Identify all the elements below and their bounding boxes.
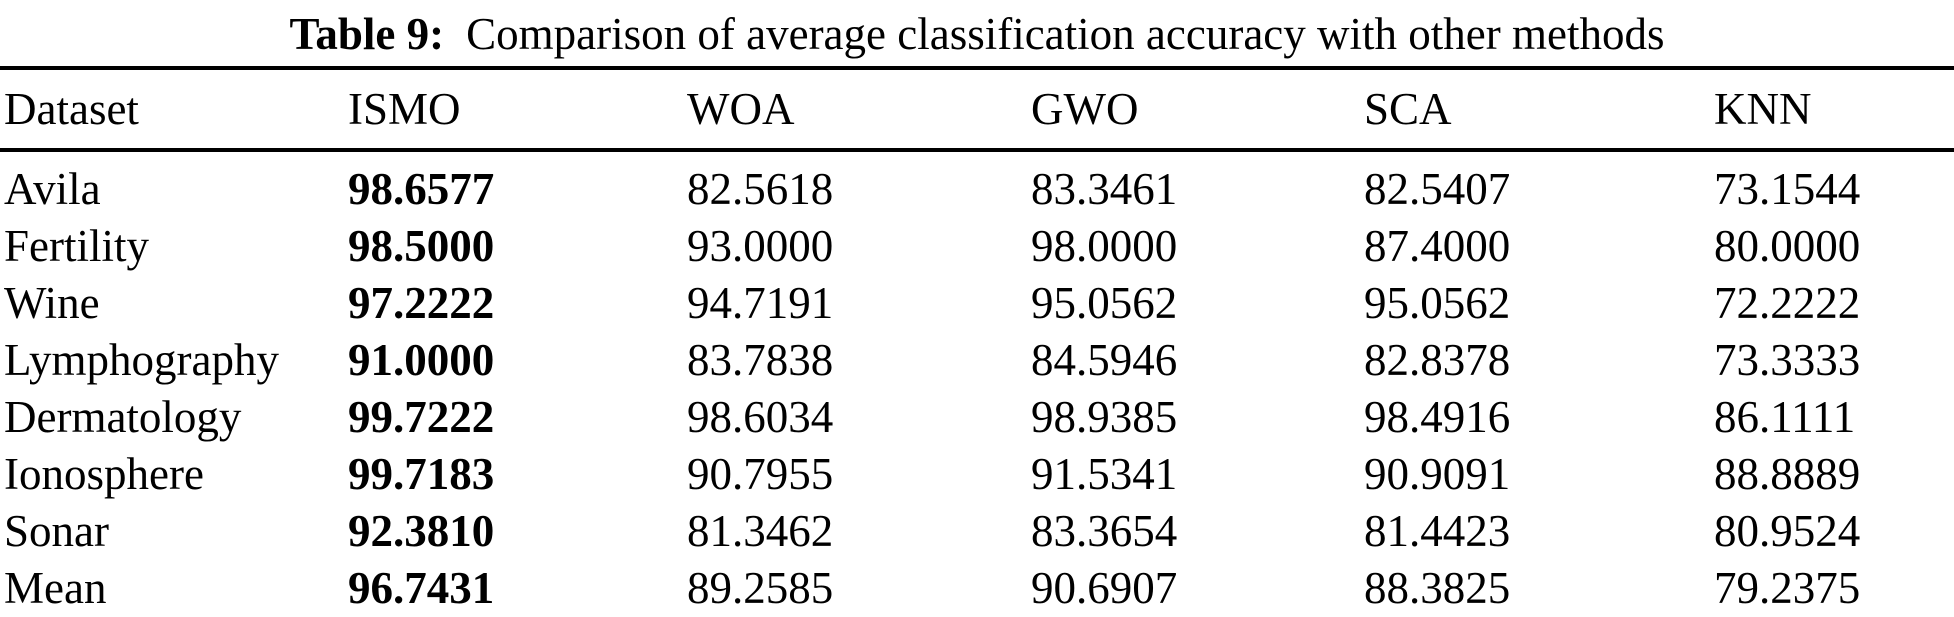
sca-value-cell: 87.4000 [1364,220,1511,271]
sca-value-cell: 95.0562 [1364,277,1511,328]
table-row: Mean 96.7431 89.2585 90.6907 88.3825 79.2375 [0,559,1954,617]
ismo-value-cell: 96.7431 [348,562,495,613]
comparison-table: Dataset ISMO WOA GWO SCA KNN Avila 98.657… [0,66,1954,617]
sca-value-cell: 90.9091 [1364,448,1511,499]
column-header-knn: KNN [1714,84,1812,134]
gwo-value-cell: 98.0000 [1031,220,1178,271]
woa-value-cell: 98.6034 [687,391,834,442]
knn-value-cell: 88.8889 [1714,448,1861,499]
table-row: Dermatology 99.7222 98.6034 98.9385 98.4916 8… [0,388,1954,445]
sca-value-cell: 81.4423 [1364,505,1511,556]
gwo-value-cell: 84.5946 [1031,334,1178,385]
gwo-value-cell: 98.9385 [1031,391,1178,442]
column-header-ismo: ISMO [348,84,461,134]
table-row: Ionosphere 99.7183 90.7955 91.5341 90.9091 88… [0,445,1954,502]
gwo-value-cell: 91.5341 [1031,448,1178,499]
gwo-value-cell: 90.6907 [1031,562,1178,613]
knn-value-cell: 73.1544 [1714,163,1861,214]
table-caption: Table 9: Comparison of average classifica… [0,0,1954,64]
knn-value-cell: 80.9524 [1714,505,1861,556]
header-row: Dataset ISMO WOA GWO SCA KNN [0,68,1954,150]
table-caption-text: Comparison of average classification acc… [466,9,1665,59]
dataset-cell: Avila [4,163,101,214]
ismo-value-cell: 97.2222 [348,277,495,328]
table-caption-label: Table 9: [289,9,445,59]
knn-value-cell: 79.2375 [1714,562,1861,613]
column-header-gwo: GWO [1031,84,1139,134]
sca-value-cell: 88.3825 [1364,562,1511,613]
woa-value-cell: 94.7191 [687,277,834,328]
gwo-value-cell: 95.0562 [1031,277,1178,328]
ismo-value-cell: 98.6577 [348,163,495,214]
column-header-dataset: Dataset [4,84,139,134]
table-row: Fertility 98.5000 93.0000 98.0000 87.4000 80.… [0,217,1954,274]
woa-value-cell: 90.7955 [687,448,834,499]
ismo-value-cell: 99.7222 [348,391,495,442]
woa-value-cell: 89.2585 [687,562,834,613]
sca-value-cell: 82.8378 [1364,334,1511,385]
woa-value-cell: 82.5618 [687,163,834,214]
ismo-value-cell: 91.0000 [348,334,495,385]
dataset-cell: Ionosphere [4,448,204,499]
ismo-value-cell: 99.7183 [348,448,495,499]
knn-value-cell: 80.0000 [1714,220,1861,271]
woa-value-cell: 81.3462 [687,505,834,556]
dataset-cell: Fertility [4,220,149,271]
knn-value-cell: 86.1111 [1714,391,1856,442]
sca-value-cell: 98.4916 [1364,391,1511,442]
ismo-value-cell: 92.3810 [348,505,495,556]
knn-value-cell: 72.2222 [1714,277,1861,328]
gwo-value-cell: 83.3654 [1031,505,1178,556]
column-header-woa: WOA [687,84,795,134]
knn-value-cell: 73.3333 [1714,334,1861,385]
dataset-cell: Sonar [4,505,109,556]
dataset-cell: Lymphography [4,334,279,385]
gwo-value-cell: 83.3461 [1031,163,1178,214]
table-row: Avila 98.6577 82.5618 83.3461 82.5407 73.1544 [0,150,1954,217]
ismo-value-cell: 98.5000 [348,220,495,271]
table-row: Sonar 92.3810 81.3462 83.3654 81.4423 80.9524 [0,502,1954,559]
column-header-sca: SCA [1364,84,1452,134]
dataset-cell: Dermatology [4,391,242,442]
table-row: Wine 97.2222 94.7191 95.0562 95.0562 72.2222 [0,274,1954,331]
woa-value-cell: 93.0000 [687,220,834,271]
woa-value-cell: 83.7838 [687,334,834,385]
dataset-cell: Mean [4,562,107,613]
sca-value-cell: 82.5407 [1364,163,1511,214]
table-row: Lymphography 91.0000 83.7838 84.5946 82.8378… [0,331,1954,388]
dataset-cell: Wine [4,277,100,328]
